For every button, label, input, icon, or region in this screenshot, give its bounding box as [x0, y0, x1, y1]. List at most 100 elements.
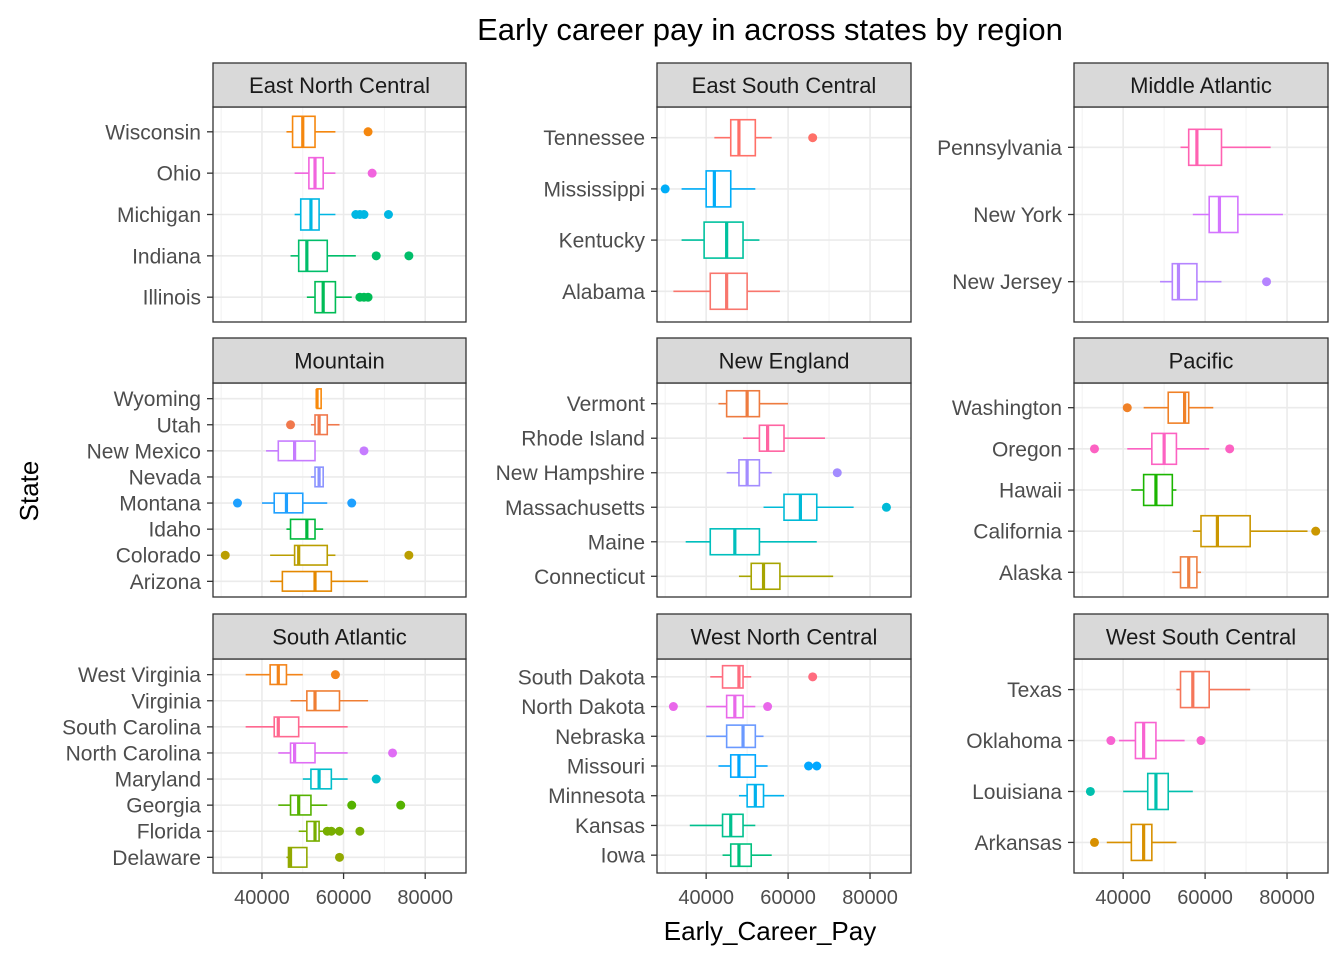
box-west-virginia [245, 664, 340, 686]
y-tick-label: Georgia [126, 795, 201, 818]
panel-background [213, 383, 466, 597]
strip-label: East South Central [692, 73, 877, 98]
box-new-jersey [1160, 262, 1272, 301]
outlier-point [355, 826, 365, 836]
y-tick-label: Delaware [112, 847, 201, 870]
x-tick-label: 60000 [1177, 887, 1233, 909]
box-colorado [220, 544, 414, 566]
box-montana [232, 492, 357, 514]
y-tick-label: Rhode Island [521, 428, 645, 451]
outlier-point [347, 498, 357, 508]
x-tick-label: 40000 [234, 887, 290, 909]
box-iqr [273, 716, 300, 738]
panel-background [657, 383, 911, 597]
y-tick-label: South Dakota [518, 666, 646, 689]
box-ohio [294, 156, 377, 190]
panel-pacific: Pacific Alaska California Hawaii Oregon Washi… [952, 337, 1329, 598]
panel-west-south-central: West South Central Arkansas Louisiana Oklah… [966, 613, 1329, 909]
outlier-point [881, 502, 891, 512]
strip-label: New England [719, 349, 850, 374]
box-arkansas [1089, 823, 1177, 862]
outlier-point [330, 670, 340, 680]
outlier-point [660, 184, 670, 194]
y-tick-label: Vermont [567, 393, 645, 416]
x-tick-label: 40000 [1095, 887, 1151, 909]
box-iowa [722, 843, 772, 868]
panel-east-north-central: East North Central Illinois Indiana Michiga… [105, 62, 467, 323]
y-tick-label: Texas [1007, 679, 1062, 702]
box-iqr [729, 754, 757, 778]
box-iqr [287, 846, 308, 868]
y-tick-label: California [973, 521, 1062, 544]
outlier-point [1089, 837, 1099, 847]
box-oklahoma [1106, 721, 1206, 760]
panel-new-england: New England Connecticut Maine Massachusetts… [496, 337, 912, 598]
box-iqr [289, 742, 316, 764]
strip-background [212, 613, 467, 660]
box-iqr [1130, 823, 1153, 862]
y-tick-label: Wyoming [114, 388, 201, 411]
y-tick-label: New Mexico [87, 440, 201, 463]
y-tick-label: New Jersey [952, 271, 1062, 294]
x-tick-label: 40000 [678, 887, 734, 909]
box-north-carolina [278, 742, 398, 764]
y-tick-label: New Hampshire [496, 462, 645, 485]
y-tick-label: Arizona [130, 571, 202, 594]
outlier-point [1085, 786, 1095, 796]
box-iqr [310, 768, 333, 790]
outlier-point [363, 292, 373, 302]
x-tick-label: 60000 [760, 887, 816, 909]
y-tick-label: Maryland [115, 769, 201, 792]
outlier-point [335, 852, 344, 862]
box-vermont [718, 389, 789, 418]
box-delaware [286, 846, 344, 868]
box-iqr [1208, 195, 1239, 234]
outlier-point [404, 550, 414, 560]
box-wisconsin [286, 115, 373, 149]
outlier-point [804, 761, 814, 771]
panels-layer: East North Central Illinois Indiana Michiga… [62, 62, 1329, 909]
strip-background [1073, 613, 1329, 660]
box-iqr [277, 440, 316, 462]
box-massachusetts [763, 493, 891, 522]
outlier-point [1225, 444, 1235, 454]
y-tick-label: North Carolina [66, 742, 202, 765]
outlier-point [404, 251, 414, 261]
x-tick-label: 80000 [397, 887, 453, 909]
box-florida [298, 820, 365, 842]
y-tick-label: Massachusetts [505, 497, 645, 520]
box-iqr [709, 272, 748, 311]
outlier-point [1262, 277, 1272, 287]
box-minnesota [738, 783, 784, 808]
y-tick-label: Alabama [562, 281, 645, 304]
box-hawaii [1131, 473, 1177, 507]
box-new-hampshire [726, 458, 842, 487]
y-tick-label: Oklahoma [966, 730, 1062, 753]
box-iqr [725, 389, 761, 418]
y-tick-label: Virginia [131, 690, 201, 713]
strip-label: Pacific [1169, 349, 1234, 374]
y-tick-label: Missouri [567, 756, 645, 779]
panel-mountain: Mountain Arizona Colorado Idaho Montana Nevad… [87, 337, 467, 598]
box-iqr [289, 794, 312, 816]
box-illinois [306, 280, 373, 314]
outlier-point [808, 672, 818, 682]
strip-background [212, 62, 467, 108]
strip-label: West South Central [1106, 625, 1296, 650]
box-kentucky [681, 221, 760, 259]
y-tick-label: West Virginia [78, 664, 201, 687]
strip-background [656, 613, 912, 660]
box-iqr [1187, 128, 1223, 167]
y-tick-label: Connecticut [534, 566, 645, 589]
outlier-point [763, 702, 773, 712]
box-iqr [1171, 262, 1198, 301]
outlier-point [363, 127, 373, 137]
outlier-point [396, 800, 406, 810]
y-tick-label: Minnesota [548, 785, 645, 808]
strip-label: South Atlantic [272, 625, 407, 650]
box-nebraska [706, 724, 764, 749]
box-pennsylvania [1180, 128, 1271, 167]
box-california [1192, 514, 1321, 548]
